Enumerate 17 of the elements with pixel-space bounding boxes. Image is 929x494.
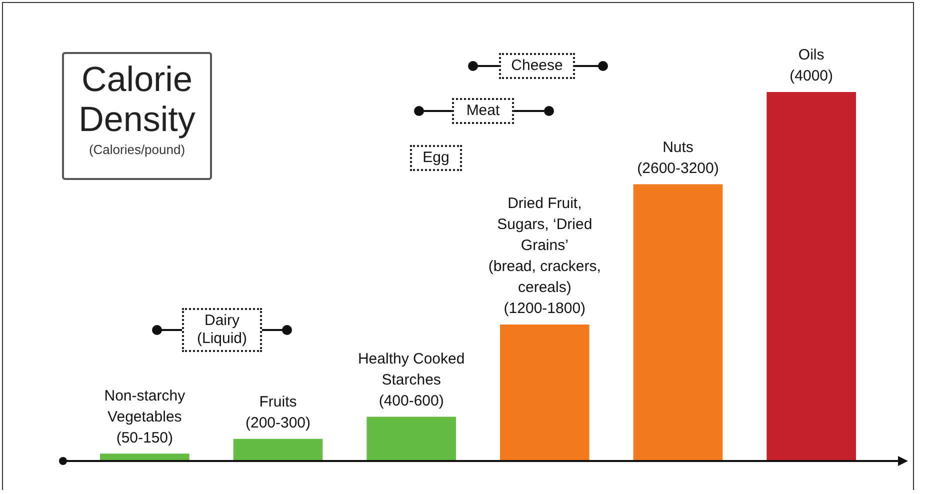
- bar: [366, 416, 456, 461]
- annotation: Egg: [410, 145, 462, 171]
- bar: [500, 324, 590, 461]
- chart-title: Calorie Density: [78, 60, 196, 140]
- x-tick-label: Oils (4000): [790, 46, 834, 85]
- bar: [766, 92, 856, 461]
- x-tick-label: Dried Fruit, Sugars, ‘Dried Grains’ (bread, crackers, cereals) (1200-1800): [488, 195, 601, 318]
- bar: [233, 438, 323, 461]
- annotation: Meat: [452, 98, 514, 124]
- bar: [633, 184, 723, 461]
- text: Cheese: [499, 53, 575, 79]
- x-tick-label: Healthy Cooked Starches (400-600): [358, 350, 465, 410]
- annotation: Dairy (Liquid): [182, 308, 262, 352]
- x-tick-label: Non-starchy Vegetables (50-150): [104, 387, 186, 446]
- text: (Calories/pound): [88, 142, 186, 157]
- x-tick-label: Nuts (2600-3200): [637, 138, 719, 177]
- x-tick-label: Fruits (200-300): [245, 394, 311, 432]
